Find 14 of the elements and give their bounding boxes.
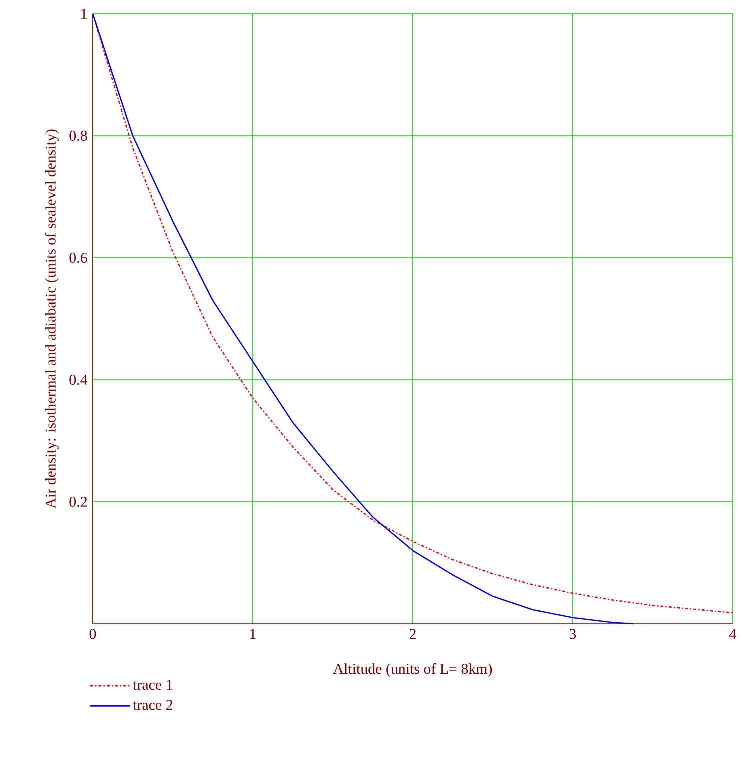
y-tick-label: 0.2: [70, 496, 87, 508]
y-tick-label: 0.6: [70, 252, 88, 264]
x-tick-label: 1: [250, 629, 256, 640]
x-tick-label: 3: [570, 629, 576, 640]
y-tick-label: 1: [82, 9, 87, 19]
y-axis-title: Air density: isothermal and adiabatic (units of sealevel density): [45, 130, 59, 509]
y-tick-label: 0.8: [70, 130, 88, 142]
x-axis-title: Altitude (units of L= 8km): [333, 663, 492, 678]
x-tick-label: 4: [730, 629, 736, 640]
legend-label: trace 1: [133, 680, 172, 690]
y-tick-label: 0.4: [70, 374, 88, 386]
legend-label: trace 2: [133, 700, 172, 710]
x-tick-label: 2: [410, 629, 416, 640]
x-tick-label: 0: [90, 629, 96, 640]
